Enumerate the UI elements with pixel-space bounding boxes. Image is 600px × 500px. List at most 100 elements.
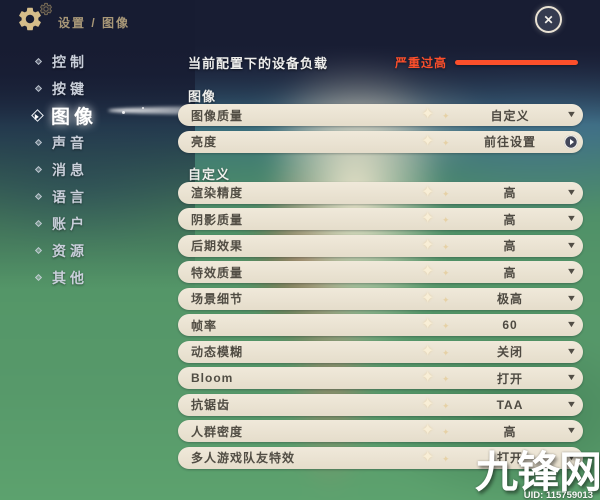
diamond-bullet-icon (34, 84, 43, 93)
selected-diamond-icon (31, 109, 44, 122)
row-render-resolution[interactable]: 渲染精度 高 ▼ (178, 181, 583, 204)
sparkle-dot (142, 107, 144, 109)
row-bloom[interactable]: Bloom 打开 ▼ (178, 367, 583, 389)
chevron-down-icon[interactable]: ▼ (565, 186, 578, 197)
row-brightness[interactable]: 亮度 前往设置 (178, 130, 583, 153)
setting-label: 多人游戏队友特效 (191, 451, 296, 465)
row-anti-aliasing[interactable]: 抗锯齿 TAA ▼ (178, 393, 583, 416)
chevron-down-icon[interactable]: ▼ (565, 319, 578, 330)
sidebar-item-label: 其他 (52, 269, 88, 286)
setting-value: 自定义 (490, 108, 530, 123)
setting-value: TAA (496, 397, 524, 412)
sidebar-item-keys[interactable]: 按键 (0, 75, 172, 102)
chevron-down-icon[interactable]: ▼ (565, 239, 578, 250)
setting-value: 高 (503, 424, 517, 439)
load-status-text: 严重过高 (394, 55, 447, 70)
chevron-down-icon[interactable]: ▼ (565, 451, 578, 462)
sidebar-item-language[interactable]: 语言 (0, 183, 172, 210)
sidebar-item-graphics[interactable]: 图像 (0, 102, 172, 129)
setting-label: Bloom (191, 371, 234, 385)
device-load-row: 当前配置下的设备负载 严重过高 (188, 54, 583, 71)
sidebar-item-label: 账户 (52, 215, 88, 232)
settings-panel: 当前配置下的设备负载 严重过高 图像 图像质量 自定义 ▼ 亮度 前往设置 自定… (178, 48, 583, 469)
device-load-label: 当前配置下的设备负载 (188, 55, 329, 71)
diamond-bullet-icon (34, 192, 43, 201)
setting-value: 高 (503, 239, 517, 253)
chevron-down-icon[interactable]: ▼ (565, 292, 578, 303)
setting-label: 动态模糊 (191, 345, 244, 359)
setting-value: 关闭 (496, 345, 523, 359)
sidebar-item-label: 语言 (52, 188, 88, 205)
sidebar-shade (0, 0, 195, 330)
chevron-down-icon[interactable]: ▼ (565, 213, 578, 224)
sidebar-item-notifications[interactable]: 消息 (0, 156, 172, 183)
load-level-bar (455, 59, 578, 65)
chevron-down-icon[interactable]: ▼ (565, 345, 578, 356)
row-shadow-quality[interactable]: 阴影质量 高 ▼ (178, 208, 583, 230)
row-scene-detail[interactable]: 场景细节 极高 ▼ (178, 287, 583, 310)
diamond-bullet-icon (34, 273, 43, 282)
sidebar-item-resources[interactable]: 资源 (0, 237, 172, 264)
sidebar-item-label: 声音 (52, 134, 88, 151)
setting-label: 抗锯齿 (191, 398, 231, 412)
watermark-uid: UID: 115759013 (523, 490, 593, 500)
setting-value: 打开 (496, 371, 523, 386)
setting-value: 60 (502, 318, 518, 332)
row-frame-rate[interactable]: 帧率 60 ▼ (178, 314, 583, 336)
setting-label: 特效质量 (191, 265, 244, 280)
sidebar-item-other[interactable]: 其他 (0, 264, 172, 291)
close-icon: ✕ (543, 12, 554, 27)
sidebar-item-audio[interactable]: 声音 (0, 129, 172, 156)
setting-value: 前往设置 (483, 135, 536, 149)
breadcrumb: 设置 / 图像 (58, 16, 131, 30)
setting-label: 亮度 (191, 135, 218, 149)
small-gear-icon (40, 2, 52, 16)
setting-label: 帧率 (191, 318, 218, 333)
watermark-site-name: 九锋网 (475, 449, 600, 497)
diamond-bullet-icon (34, 57, 43, 66)
diamond-bullet-icon (34, 219, 43, 228)
diamond-bullet-icon (34, 138, 43, 147)
setting-label: 后期效果 (191, 239, 244, 253)
row-vfx-quality[interactable]: 特效质量 高 ▼ (178, 261, 583, 283)
sidebar-item-label: 资源 (52, 242, 88, 259)
setting-label: 渲染精度 (191, 186, 244, 200)
settings-sidebar: 控制 按键 图像 声音 消息 语言 账户 资源 (0, 48, 172, 291)
row-post-effects[interactable]: 后期效果 高 ▼ (178, 234, 583, 257)
sparkle-dot (122, 111, 125, 114)
sidebar-item-account[interactable]: 账户 (0, 210, 172, 237)
setting-value: 高 (503, 186, 517, 200)
setting-label: 人群密度 (191, 424, 244, 439)
setting-label: 图像质量 (191, 108, 244, 123)
diamond-bullet-icon (34, 246, 43, 255)
close-button[interactable]: ✕ (535, 6, 562, 33)
sidebar-item-controls[interactable]: 控制 (0, 48, 172, 75)
setting-value: 高 (503, 265, 517, 280)
chevron-down-icon[interactable]: ▼ (565, 372, 578, 383)
chevron-down-icon[interactable]: ▼ (565, 425, 578, 436)
setting-value: 打开 (496, 451, 523, 465)
sidebar-item-label: 图像 (51, 107, 98, 128)
setting-value: 高 (503, 212, 517, 227)
section-title-graphics: 图像 (188, 89, 217, 104)
sidebar-item-label: 按键 (52, 80, 88, 97)
row-coop-teammate-effects[interactable]: 多人游戏队友特效 打开 ▼ (178, 446, 583, 469)
row-image-quality[interactable]: 图像质量 自定义 ▼ (178, 104, 583, 126)
setting-value: 极高 (496, 292, 523, 306)
graphics-rows: 图像质量 自定义 ▼ 亮度 前往设置 (178, 104, 583, 153)
sidebar-item-label: 消息 (52, 161, 88, 178)
gear-icon (19, 7, 41, 31)
chevron-down-icon[interactable]: ▼ (565, 109, 578, 120)
chevron-down-icon[interactable]: ▼ (565, 398, 578, 409)
row-crowd-density[interactable]: 人群密度 高 ▼ (178, 420, 583, 442)
sidebar-item-label: 控制 (52, 53, 88, 70)
row-motion-blur[interactable]: 动态模糊 关闭 ▼ (178, 340, 583, 363)
section-title-custom: 自定义 (188, 166, 231, 182)
custom-rows: 渲染精度 高 ▼ 阴影质量 高 ▼ 后期效果 高 ▼ 特效质量 高 ▼ 场景细节 (178, 181, 583, 469)
setting-label: 场景细节 (191, 292, 244, 306)
play-arrow-icon (569, 138, 574, 145)
diamond-bullet-icon (34, 165, 43, 174)
go-to-settings-icon[interactable] (564, 134, 578, 149)
chevron-down-icon[interactable]: ▼ (565, 266, 578, 277)
